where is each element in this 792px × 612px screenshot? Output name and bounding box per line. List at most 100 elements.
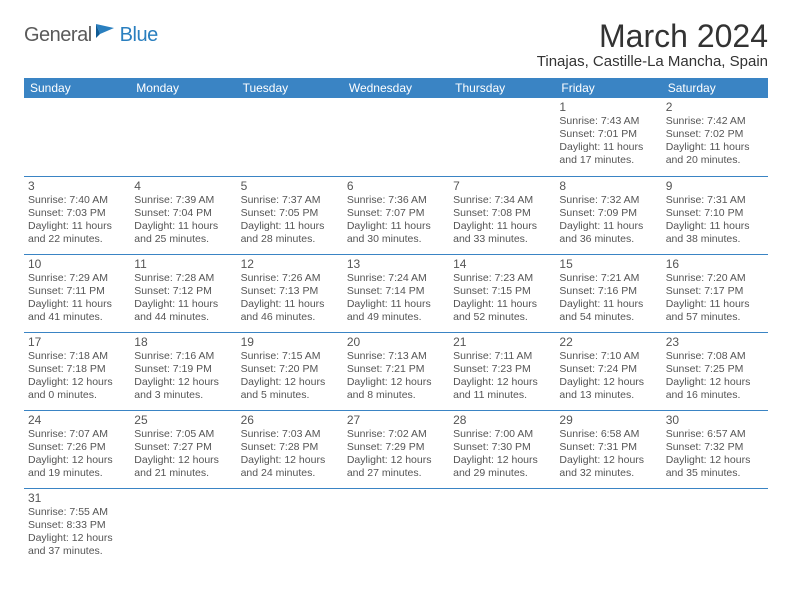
day-detail-d1: Daylight: 11 hours	[666, 220, 764, 233]
day-detail-d2: and 22 minutes.	[28, 233, 126, 246]
day-detail-sr: Sunrise: 7:11 AM	[453, 350, 551, 363]
calendar-day: 16Sunrise: 7:20 AMSunset: 7:17 PMDayligh…	[662, 254, 768, 332]
calendar-day: 6Sunrise: 7:36 AMSunset: 7:07 PMDaylight…	[343, 176, 449, 254]
day-detail-d2: and 36 minutes.	[559, 233, 657, 246]
calendar-week: 1Sunrise: 7:43 AMSunset: 7:01 PMDaylight…	[24, 98, 768, 176]
day-detail-d2: and 5 minutes.	[241, 389, 339, 402]
day-detail-d2: and 25 minutes.	[134, 233, 232, 246]
day-detail-d2: and 20 minutes.	[666, 154, 764, 167]
day-detail-sr: Sunrise: 7:00 AM	[453, 428, 551, 441]
dayname-sunday: Sunday	[24, 78, 130, 98]
day-detail-d2: and 24 minutes.	[241, 467, 339, 480]
day-detail-d2: and 21 minutes.	[134, 467, 232, 480]
day-number: 23	[666, 335, 764, 349]
day-detail-ss: Sunset: 7:16 PM	[559, 285, 657, 298]
calendar-day-empty	[343, 98, 449, 176]
day-detail-d1: Daylight: 12 hours	[28, 376, 126, 389]
logo-text-general: General	[24, 24, 92, 47]
day-detail-d2: and 33 minutes.	[453, 233, 551, 246]
day-detail-sr: Sunrise: 7:39 AM	[134, 194, 232, 207]
day-detail-ss: Sunset: 7:11 PM	[28, 285, 126, 298]
calendar-day: 21Sunrise: 7:11 AMSunset: 7:23 PMDayligh…	[449, 332, 555, 410]
day-detail-sr: Sunrise: 7:34 AM	[453, 194, 551, 207]
day-detail-d2: and 16 minutes.	[666, 389, 764, 402]
calendar-day: 1Sunrise: 7:43 AMSunset: 7:01 PMDaylight…	[555, 98, 661, 176]
calendar-day: 19Sunrise: 7:15 AMSunset: 7:20 PMDayligh…	[237, 332, 343, 410]
calendar-day-empty	[449, 98, 555, 176]
day-detail-ss: Sunset: 7:25 PM	[666, 363, 764, 376]
calendar-table: SundayMondayTuesdayWednesdayThursdayFrid…	[24, 78, 768, 566]
day-detail-sr: Sunrise: 7:10 AM	[559, 350, 657, 363]
calendar-week: 24Sunrise: 7:07 AMSunset: 7:26 PMDayligh…	[24, 410, 768, 488]
day-detail-sr: Sunrise: 7:07 AM	[28, 428, 126, 441]
day-detail-ss: Sunset: 7:12 PM	[134, 285, 232, 298]
day-detail-d1: Daylight: 11 hours	[453, 298, 551, 311]
day-detail-d2: and 29 minutes.	[453, 467, 551, 480]
day-detail-d1: Daylight: 11 hours	[666, 298, 764, 311]
day-detail-d1: Daylight: 11 hours	[347, 298, 445, 311]
day-detail-d2: and 52 minutes.	[453, 311, 551, 324]
day-detail-ss: Sunset: 7:18 PM	[28, 363, 126, 376]
day-detail-sr: Sunrise: 7:13 AM	[347, 350, 445, 363]
day-number: 4	[134, 179, 232, 193]
calendar-day: 26Sunrise: 7:03 AMSunset: 7:28 PMDayligh…	[237, 410, 343, 488]
calendar-day: 24Sunrise: 7:07 AMSunset: 7:26 PMDayligh…	[24, 410, 130, 488]
logo-text-blue: Blue	[120, 24, 158, 47]
day-detail-d2: and 54 minutes.	[559, 311, 657, 324]
calendar-day-empty	[130, 488, 236, 566]
day-detail-d2: and 57 minutes.	[666, 311, 764, 324]
day-number: 22	[559, 335, 657, 349]
day-detail-d1: Daylight: 11 hours	[28, 220, 126, 233]
day-number: 18	[134, 335, 232, 349]
day-number: 30	[666, 413, 764, 427]
day-detail-sr: Sunrise: 7:43 AM	[559, 115, 657, 128]
day-number: 28	[453, 413, 551, 427]
calendar-day: 12Sunrise: 7:26 AMSunset: 7:13 PMDayligh…	[237, 254, 343, 332]
calendar-day: 14Sunrise: 7:23 AMSunset: 7:15 PMDayligh…	[449, 254, 555, 332]
day-number: 5	[241, 179, 339, 193]
calendar-page: General Blue March 2024 Tinajas, Castill…	[0, 0, 792, 612]
day-detail-ss: Sunset: 7:07 PM	[347, 207, 445, 220]
day-number: 10	[28, 257, 126, 271]
day-detail-d2: and 46 minutes.	[241, 311, 339, 324]
day-detail-sr: Sunrise: 6:57 AM	[666, 428, 764, 441]
dayname-thursday: Thursday	[449, 78, 555, 98]
calendar-day: 29Sunrise: 6:58 AMSunset: 7:31 PMDayligh…	[555, 410, 661, 488]
calendar-day-empty	[130, 98, 236, 176]
day-detail-ss: Sunset: 7:27 PM	[134, 441, 232, 454]
day-detail-d1: Daylight: 12 hours	[666, 454, 764, 467]
day-detail-d2: and 32 minutes.	[559, 467, 657, 480]
calendar-day: 3Sunrise: 7:40 AMSunset: 7:03 PMDaylight…	[24, 176, 130, 254]
day-detail-sr: Sunrise: 7:08 AM	[666, 350, 764, 363]
day-detail-ss: Sunset: 7:02 PM	[666, 128, 764, 141]
day-detail-sr: Sunrise: 7:21 AM	[559, 272, 657, 285]
day-detail-ss: Sunset: 7:15 PM	[453, 285, 551, 298]
day-detail-sr: Sunrise: 7:23 AM	[453, 272, 551, 285]
calendar-body: 1Sunrise: 7:43 AMSunset: 7:01 PMDaylight…	[24, 98, 768, 566]
day-number: 13	[347, 257, 445, 271]
calendar-week: 10Sunrise: 7:29 AMSunset: 7:11 PMDayligh…	[24, 254, 768, 332]
day-detail-ss: Sunset: 7:30 PM	[453, 441, 551, 454]
calendar-day-empty	[662, 488, 768, 566]
day-number: 24	[28, 413, 126, 427]
logo: General Blue	[24, 24, 158, 47]
calendar-day: 23Sunrise: 7:08 AMSunset: 7:25 PMDayligh…	[662, 332, 768, 410]
calendar-day: 18Sunrise: 7:16 AMSunset: 7:19 PMDayligh…	[130, 332, 236, 410]
day-detail-sr: Sunrise: 7:28 AM	[134, 272, 232, 285]
calendar-day: 17Sunrise: 7:18 AMSunset: 7:18 PMDayligh…	[24, 332, 130, 410]
day-detail-ss: Sunset: 7:01 PM	[559, 128, 657, 141]
flag-icon	[96, 24, 118, 47]
day-detail-sr: Sunrise: 7:24 AM	[347, 272, 445, 285]
day-detail-d1: Daylight: 12 hours	[28, 454, 126, 467]
day-detail-ss: Sunset: 7:21 PM	[347, 363, 445, 376]
calendar-day: 11Sunrise: 7:28 AMSunset: 7:12 PMDayligh…	[130, 254, 236, 332]
day-detail-d1: Daylight: 12 hours	[666, 376, 764, 389]
day-detail-d1: Daylight: 12 hours	[347, 454, 445, 467]
day-detail-sr: Sunrise: 7:26 AM	[241, 272, 339, 285]
calendar-day: 31Sunrise: 7:55 AMSunset: 8:33 PMDayligh…	[24, 488, 130, 566]
day-number: 31	[28, 491, 126, 505]
day-detail-d1: Daylight: 11 hours	[134, 220, 232, 233]
day-detail-d1: Daylight: 12 hours	[28, 532, 126, 545]
calendar-day: 20Sunrise: 7:13 AMSunset: 7:21 PMDayligh…	[343, 332, 449, 410]
day-detail-d2: and 13 minutes.	[559, 389, 657, 402]
